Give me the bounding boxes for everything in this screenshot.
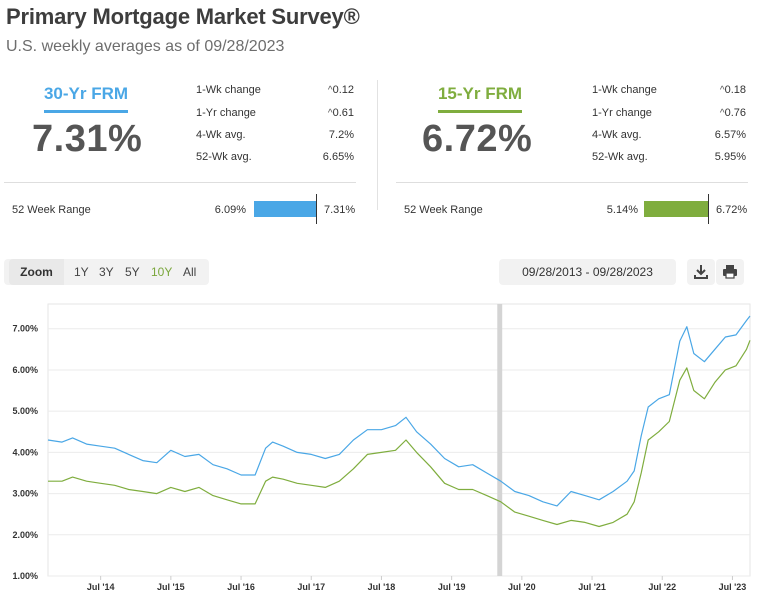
- frm15-panel: 15-Yr FRM 6.72% 1-Wk change ^0.18 1-Yr c…: [396, 80, 756, 230]
- divider: [396, 182, 748, 183]
- y-tick-label: 1.00%: [12, 571, 38, 581]
- caret-up-icon: ^: [719, 108, 725, 119]
- frm15-stat-value: 6.57%: [714, 129, 746, 141]
- x-tick-label: Jul '14: [87, 582, 115, 592]
- rate-history-chart: 1.00% 2.00% 3.00% 4.00% 5.00% 6.00% 7.00% Jul '…: [12, 303, 751, 592]
- frm15-stat-value: ^0.76: [719, 107, 746, 119]
- date-range-display[interactable]: 09/28/2013 - 09/28/2023: [499, 259, 676, 285]
- frm30-stat-label: 52-Wk avg.: [196, 151, 252, 163]
- frm15-stat-value: ^0.18: [719, 84, 746, 96]
- x-tick-label: Jul '22: [648, 582, 676, 592]
- x-tick-label: Jul '23: [719, 582, 747, 592]
- y-tick-label: 5.00%: [12, 406, 38, 416]
- frm15-range-bar: [644, 201, 708, 217]
- frm30-range-marker: [316, 194, 317, 224]
- series-line-1: [48, 340, 751, 528]
- y-tick-label: 4.00%: [12, 447, 38, 457]
- frm15-stat-label: 52-Wk avg.: [592, 151, 648, 163]
- zoom-3y-button[interactable]: 3Y: [99, 265, 114, 279]
- download-button[interactable]: [687, 259, 715, 285]
- frm15-range-high: 6.72%: [716, 204, 748, 216]
- panel-divider: [377, 80, 378, 210]
- frm15-label: 15-Yr FRM: [437, 84, 523, 103]
- x-tick-label: Jul '15: [157, 582, 185, 592]
- frm15-underline: [438, 110, 522, 113]
- frm15-rate: 6.72%: [422, 118, 533, 160]
- series-line-0: [47, 315, 751, 507]
- frm30-stat-label: 1-Yr change: [196, 107, 256, 119]
- highlight-band: [497, 304, 503, 576]
- zoom-controls: Zoom 1Y 3Y 5Y 10Y All: [4, 259, 209, 285]
- x-tick-label: Jul '20: [508, 582, 536, 592]
- frm30-range-bar: [254, 201, 316, 217]
- y-tick-label: 7.00%: [12, 324, 38, 334]
- caret-up-icon: ^: [327, 85, 333, 96]
- frm15-stat-label: 1-Wk change: [592, 84, 657, 96]
- x-tick-label: Jul '16: [227, 582, 255, 592]
- zoom-all-button[interactable]: All: [183, 265, 197, 279]
- frm30-stat-value: 6.65%: [322, 151, 354, 163]
- zoom-10y-button[interactable]: 10Y: [151, 265, 173, 279]
- caret-up-icon: ^: [719, 85, 725, 96]
- y-tick-label: 2.00%: [12, 530, 38, 540]
- frm15-range-label: 52 Week Range: [404, 204, 483, 216]
- divider: [4, 182, 356, 183]
- frm30-range-label: 52 Week Range: [12, 204, 91, 216]
- print-icon: [723, 265, 737, 279]
- page-title: Primary Mortgage Market Survey®: [6, 4, 360, 29]
- x-tick-label: Jul '17: [297, 582, 325, 592]
- frm30-range-high: 7.31%: [324, 204, 356, 216]
- download-icon: [694, 265, 708, 279]
- page-subtitle: U.S. weekly averages as of 09/28/2023: [6, 38, 285, 55]
- frm30-panel: 30-Yr FRM 7.31% 1-Wk change ^0.12 1-Yr c…: [0, 80, 360, 230]
- y-tick-label: 6.00%: [12, 365, 38, 375]
- frm15-stat-label: 4-Wk avg.: [592, 129, 642, 141]
- frm15-range-low: 5.14%: [606, 204, 638, 216]
- frm30-range-low: 6.09%: [214, 204, 246, 216]
- frm30-stat-value: ^0.61: [327, 107, 354, 119]
- frm30-stat-label: 4-Wk avg.: [196, 129, 246, 141]
- frm15-stat-value: 5.95%: [714, 151, 746, 163]
- frm30-stat-value: 7.2%: [328, 129, 354, 141]
- frm30-stat-value: ^0.12: [327, 84, 354, 96]
- zoom-5y-button[interactable]: 5Y: [125, 265, 140, 279]
- frm30-label: 30-Yr FRM: [43, 84, 129, 103]
- x-tick-label: Jul '18: [368, 582, 396, 592]
- frm30-stat-label: 1-Wk change: [196, 84, 261, 96]
- frm15-stat-label: 1-Yr change: [592, 107, 652, 119]
- caret-up-icon: ^: [327, 108, 333, 119]
- plot-area: [47, 303, 751, 577]
- frm30-underline: [44, 110, 128, 113]
- x-tick-label: Jul '19: [438, 582, 466, 592]
- frm30-rate: 7.31%: [32, 118, 143, 160]
- print-button[interactable]: [716, 259, 744, 285]
- frm15-range-marker: [708, 194, 709, 224]
- zoom-1y-button[interactable]: 1Y: [74, 265, 89, 279]
- x-tick-label: Jul '21: [578, 582, 606, 592]
- zoom-label: Zoom: [9, 259, 64, 285]
- y-tick-label: 3.00%: [12, 489, 38, 499]
